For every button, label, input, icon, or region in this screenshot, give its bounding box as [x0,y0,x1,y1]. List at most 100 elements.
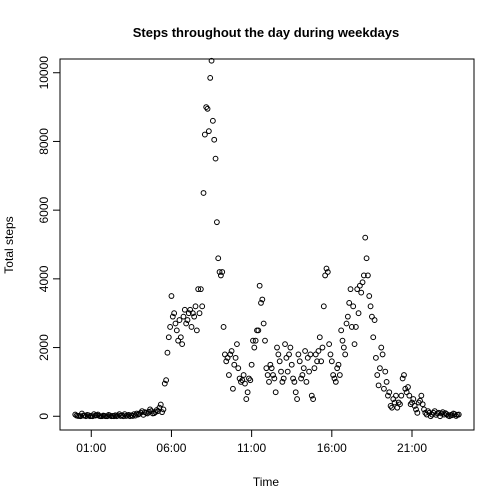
point [91,411,97,418]
point [213,219,220,226]
point [172,320,179,327]
point [319,344,326,351]
point [374,372,381,378]
point [157,401,164,408]
point [207,74,214,81]
point [303,379,310,385]
point [173,327,180,334]
point [362,234,369,241]
point [377,365,383,372]
point [373,354,379,361]
point [391,399,398,406]
point [278,368,284,375]
point [256,282,263,289]
point [155,408,161,415]
point [299,372,306,378]
point [307,351,314,358]
point [290,375,296,382]
point [350,303,357,310]
point [247,377,254,384]
point [272,389,279,396]
point [274,344,280,351]
point [344,313,351,320]
point [133,410,140,417]
point [235,365,242,372]
point [119,412,125,419]
point [316,334,323,341]
point [346,299,353,306]
point [413,406,419,413]
point [355,310,362,317]
point [364,272,371,279]
point [419,401,426,408]
point [340,344,347,351]
point [383,379,390,385]
point [176,317,183,323]
point [342,351,349,358]
y-tick-label: 0 [37,413,51,420]
y-axis-label: Total steps [2,216,16,273]
point [183,320,190,327]
point [209,117,216,124]
point [446,413,453,420]
point [314,358,321,365]
point [232,354,239,361]
y-tick-label: 10000 [37,56,51,90]
point [212,155,219,162]
x-axis-label: Time [253,475,280,489]
point [185,310,192,317]
y-tick-label: 6000 [37,196,51,223]
x-tick-label: 01:00 [76,441,106,455]
x-tick-label: 11:00 [237,441,266,455]
point [258,299,264,306]
point [352,324,359,330]
x-tick-label: 06:00 [156,441,186,455]
point [405,384,411,390]
point [323,265,330,272]
point [331,375,338,382]
point [370,334,377,341]
point [226,372,232,378]
point [367,303,374,310]
point [351,341,358,348]
point [199,303,206,310]
point [196,310,203,317]
point [260,320,267,327]
point [389,404,395,411]
point [263,365,270,372]
point [197,286,204,293]
point [328,358,335,365]
point [164,349,171,356]
point [262,337,268,344]
point [230,385,236,392]
point [244,389,251,396]
point [205,128,212,135]
point [302,348,308,354]
point [300,365,307,372]
point [167,324,174,330]
point [343,320,350,327]
point [219,269,226,275]
point [179,341,186,348]
point [418,392,425,399]
point [310,396,317,402]
point [406,392,413,399]
point [243,396,250,402]
point [332,379,339,385]
point [336,372,343,378]
point [160,406,167,413]
point [211,136,218,143]
point [358,289,365,296]
point [189,310,196,317]
point [441,411,447,418]
point [393,392,399,399]
point [339,337,346,344]
point [318,358,325,365]
point [275,351,282,358]
point [171,310,178,317]
point [363,255,370,262]
point [216,269,223,275]
point [271,375,278,382]
point [83,413,89,420]
